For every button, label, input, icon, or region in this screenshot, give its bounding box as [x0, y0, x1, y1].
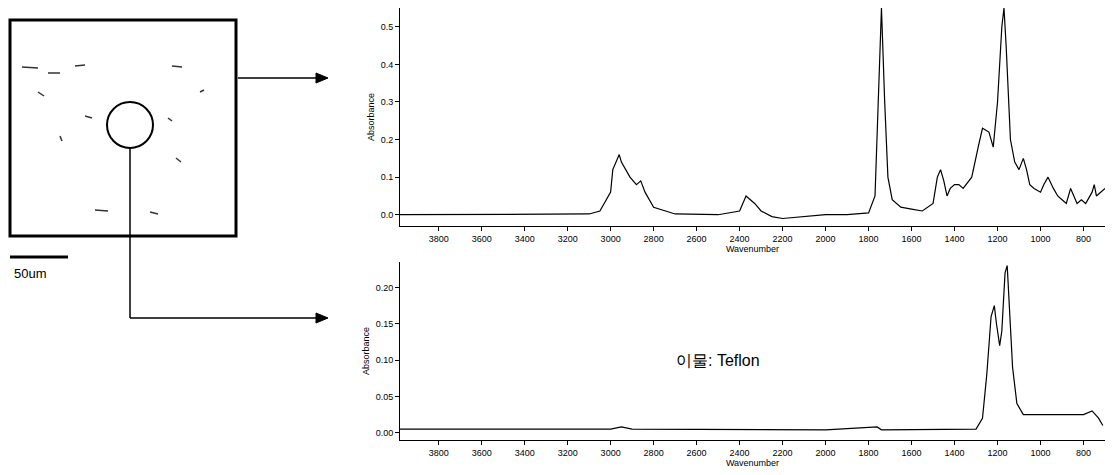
svg-text:3600: 3600: [472, 234, 492, 244]
svg-text:1000: 1000: [1031, 448, 1051, 458]
svg-text:3800: 3800: [429, 448, 449, 458]
svg-text:Wavenumber: Wavenumber: [726, 458, 779, 468]
svg-text:1600: 1600: [902, 234, 922, 244]
svg-text:0.00: 0.00: [376, 428, 394, 438]
svg-text:1200: 1200: [988, 448, 1008, 458]
svg-text:2200: 2200: [773, 448, 793, 458]
svg-text:0.15: 0.15: [376, 319, 394, 329]
svg-text:0.10: 0.10: [376, 355, 394, 365]
svg-text:0.2: 0.2: [381, 135, 394, 145]
svg-text:Absorbance: Absorbance: [361, 327, 371, 375]
svg-text:50um: 50um: [14, 266, 47, 281]
svg-text:1200: 1200: [988, 234, 1008, 244]
svg-text:1600: 1600: [902, 448, 922, 458]
svg-text:0.5: 0.5: [381, 22, 394, 32]
svg-text:2800: 2800: [644, 234, 664, 244]
svg-text:1800: 1800: [859, 234, 879, 244]
svg-text:1800: 1800: [859, 448, 879, 458]
svg-text:3400: 3400: [515, 234, 535, 244]
svg-text:1400: 1400: [945, 234, 965, 244]
svg-text:Absorbance: Absorbance: [366, 93, 376, 141]
svg-text:3200: 3200: [558, 448, 578, 458]
svg-text:3000: 3000: [601, 234, 621, 244]
svg-text:1400: 1400: [945, 448, 965, 458]
svg-text:3600: 3600: [472, 448, 492, 458]
svg-text:800: 800: [1076, 448, 1091, 458]
svg-text:3000: 3000: [601, 448, 621, 458]
svg-text:2000: 2000: [816, 448, 836, 458]
svg-text:2400: 2400: [730, 448, 750, 458]
svg-text:3200: 3200: [558, 234, 578, 244]
svg-text:0.3: 0.3: [381, 97, 394, 107]
svg-text:2400: 2400: [730, 234, 750, 244]
svg-text:0.0: 0.0: [381, 210, 394, 220]
svg-text:3800: 3800: [429, 234, 449, 244]
svg-text:이물: Teflon: 이물: Teflon: [676, 352, 760, 369]
svg-text:0.1: 0.1: [381, 172, 394, 182]
svg-text:0.05: 0.05: [376, 392, 394, 402]
svg-text:800: 800: [1076, 234, 1091, 244]
svg-text:0.20: 0.20: [376, 283, 394, 293]
svg-text:2800: 2800: [644, 448, 664, 458]
svg-text:2600: 2600: [687, 234, 707, 244]
svg-text:1000: 1000: [1031, 234, 1051, 244]
svg-text:2200: 2200: [773, 234, 793, 244]
svg-text:3400: 3400: [515, 448, 535, 458]
svg-text:2600: 2600: [687, 448, 707, 458]
svg-text:2000: 2000: [816, 234, 836, 244]
svg-text:Wavenumber: Wavenumber: [726, 244, 779, 254]
svg-text:0.4: 0.4: [381, 60, 394, 70]
